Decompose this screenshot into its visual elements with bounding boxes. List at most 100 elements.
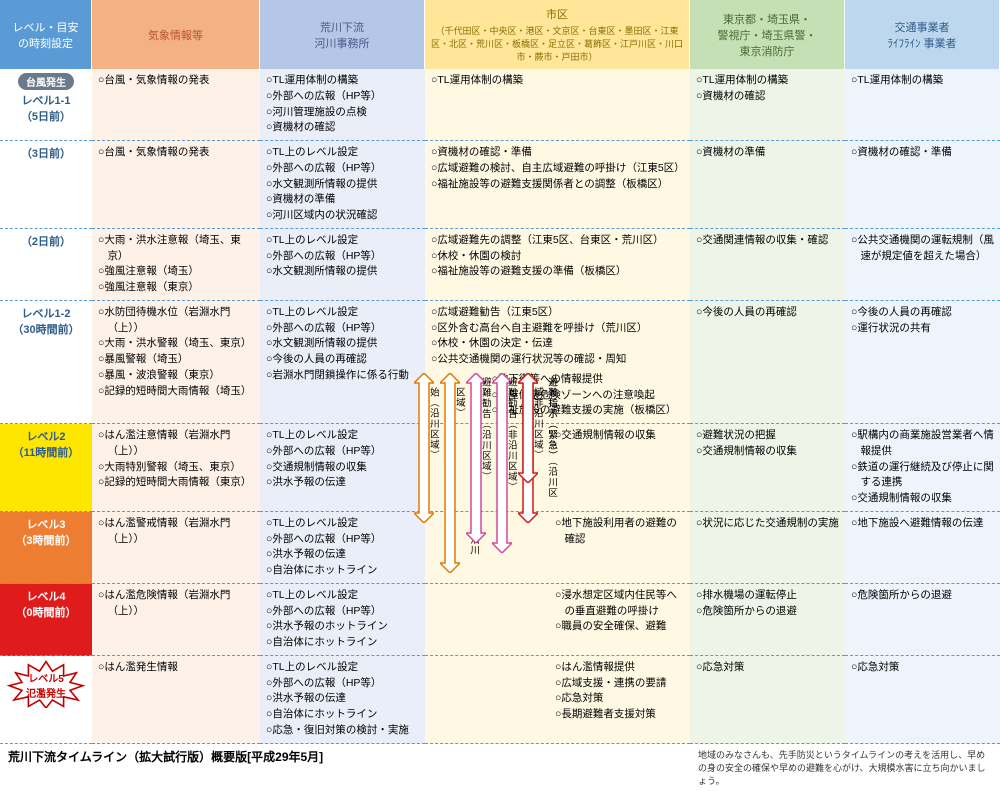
action-item: ○TL上のレベル設定 bbox=[266, 145, 419, 161]
timeline-table: レベル・目安 の時刻設定 気象情報等 荒川下流 河川事務所 市区 （千代田区・中… bbox=[0, 0, 1000, 69]
level-cell: （3日前） bbox=[0, 141, 92, 229]
action-item: ○台風・気象情報の発表 bbox=[98, 145, 254, 161]
action-item: ○資機材の準備 bbox=[266, 192, 419, 208]
action-item: ○地下施設へ避難情報の伝達 bbox=[851, 516, 994, 532]
table-row: レベル2（11時間前）○はん濫注意情報（岩淵水門（上））○大雨特別警報（埼玉、東… bbox=[0, 424, 1000, 512]
level-cell: レベル2（11時間前） bbox=[0, 424, 92, 512]
header-wards: 市区 （千代田区・中央区・港区・文京区・台東区・墨田区・江東区・北区・荒川区・板… bbox=[425, 0, 690, 69]
action-item: ○広域避難先の調整（江東5区、台東区・荒川区） bbox=[431, 233, 684, 249]
action-item: ○水文観測所情報の提供 bbox=[266, 177, 419, 193]
cell-c2: ○TL上のレベル設定○外部への広報（HP等）○水文観測所情報の提供 bbox=[260, 229, 425, 301]
action-item: ○TL運用体制の構築 bbox=[851, 73, 994, 89]
header-transport: 交通事業者 ﾗｲﾌﾗｲﾝ 事業者 bbox=[845, 0, 1000, 69]
action-item: ○排水機場の運転停止 bbox=[696, 588, 839, 604]
cell-c2: ○TL上のレベル設定○外部への広報（HP等）○洪水予報のホットライン○自治体にホ… bbox=[260, 584, 425, 656]
cell-c2: ○TL上のレベル設定○外部への広報（HP等）○洪水予報の伝達○自治体にホットライ… bbox=[260, 512, 425, 584]
action-item: ○資機材の確認 bbox=[696, 89, 839, 105]
action-item: ○はん濫注意情報（岩淵水門（上）） bbox=[98, 428, 254, 460]
cell-c4: ○今後の人員の再確認 bbox=[690, 301, 845, 424]
action-item: ○洪水予報の伝達 bbox=[266, 691, 419, 707]
action-item: ○水文観測所情報の提供 bbox=[266, 264, 419, 280]
action-item: ○強風注意報（東京） bbox=[98, 280, 254, 296]
action-item: ○はん濫情報提供 bbox=[555, 660, 684, 676]
action-item: ○休校・休園の検討 bbox=[431, 249, 684, 265]
header-weather: 気象情報等 bbox=[92, 0, 260, 69]
action-item: ○地下街等への情報提供 bbox=[501, 372, 684, 388]
action-item: ○洪水予報の伝達 bbox=[266, 475, 419, 491]
cell-c1: ○水防団待機水位（岩淵水門（上））○大雨・洪水警報（埼玉、東京）○暴風警報（埼玉… bbox=[92, 301, 260, 424]
cell-c2: ○TL上のレベル設定○外部への広報（HP等）○水文観測所情報の提供○今後の人員の… bbox=[260, 301, 425, 424]
action-item: ○浸水想定区域内住民等への垂直避難の呼掛け bbox=[555, 588, 684, 620]
header-river-office: 荒川下流 河川事務所 bbox=[260, 0, 425, 69]
action-item: ○暴風警報（埼玉） bbox=[98, 352, 254, 368]
action-item: ○はん濫危険情報（岩淵水門（上）） bbox=[98, 588, 254, 620]
action-item: ○公共交通機関の運転規制（風速が規定値を超えた場合） bbox=[851, 233, 994, 265]
doc-title: 荒川下流タイムライン（拡大試行版）概要版[平成29年5月] bbox=[0, 744, 425, 791]
action-item: ○長期避難者支援対策 bbox=[555, 707, 684, 723]
action-item: ○運行状況の共有 bbox=[851, 321, 994, 337]
level-cell: （2日前） bbox=[0, 229, 92, 301]
cell-c3: ○広域避難先の調整（江東5区、台東区・荒川区）○休校・休園の検討○福祉施設等の避… bbox=[425, 229, 690, 301]
cell-c3: ○浸水想定区域内住民等への垂直避難の呼掛け○職員の安全確保、避難 bbox=[425, 584, 690, 656]
action-item: ○TL上のレベル設定 bbox=[266, 588, 419, 604]
action-item: ○TL運用体制の構築 bbox=[696, 73, 839, 89]
action-item: ○資機材の確認 bbox=[266, 120, 419, 136]
cell-c5: ○TL運用体制の構築 bbox=[845, 69, 1000, 141]
action-item: ○公共交通機関の運行状況等の確認・周知 bbox=[431, 352, 684, 368]
header-text: レベル・目安 bbox=[13, 19, 79, 35]
action-item: ○応急対策 bbox=[851, 660, 994, 676]
cell-c1: ○はん濫注意情報（岩淵水門（上））○大雨特別警報（埼玉、東京）○記録的短時間大雨… bbox=[92, 424, 260, 512]
action-item: ○今後の人員の再確認 bbox=[851, 305, 994, 321]
level-cell: レベル1-2（30時間前） bbox=[0, 301, 92, 424]
action-item: ○外部への広報（HP等） bbox=[266, 321, 419, 337]
action-item: ○危険箇所からの退避 bbox=[696, 604, 839, 620]
action-item: ○資機材の準備 bbox=[696, 145, 839, 161]
cell-c4: ○状況に応じた交通規制の実施 bbox=[690, 512, 845, 584]
action-item: ○資機材の確認・準備 bbox=[851, 145, 994, 161]
cell-c4: ○避難状況の把握○交通規制情報の収集 bbox=[690, 424, 845, 512]
cell-c3: ○TL運用体制の構築 bbox=[425, 69, 690, 141]
action-item: ○外部への広報（HP等） bbox=[266, 676, 419, 692]
action-item: ○外部への広報（HP等） bbox=[266, 532, 419, 548]
action-item: ○TL上のレベル設定 bbox=[266, 233, 419, 249]
cell-c4: ○排水機場の運転停止○危険箇所からの退避 bbox=[690, 584, 845, 656]
action-item: ○資機材の確認・準備 bbox=[431, 145, 684, 161]
action-item: ○外部への広報（HP等） bbox=[266, 444, 419, 460]
cell-c3: ○はん濫情報提供○広域支援・連携の要請○応急対策○長期避難者支援対策 bbox=[425, 656, 690, 744]
cell-c2: ○TL運用体制の構築○外部への広報（HP等）○河川管理施設の点検○資機材の確認 bbox=[260, 69, 425, 141]
cell-c1: ○台風・気象情報の発表 bbox=[92, 141, 260, 229]
action-item: ○台風・気象情報の発表 bbox=[98, 73, 254, 89]
cell-c1: ○大雨・洪水注意報（埼玉、東京）○強風注意報（埼玉）○強風注意報（東京） bbox=[92, 229, 260, 301]
cell-c2: ○TL上のレベル設定○外部への広報（HP等）○水文観測所情報の提供○資機材の準備… bbox=[260, 141, 425, 229]
action-item: ○はん濫警戒情報（岩淵水門（上）） bbox=[98, 516, 254, 548]
action-item: ○広域避難の検討、自主広域避難の呼掛け（江東5区） bbox=[431, 161, 684, 177]
action-item: ○河川管理施設の点検 bbox=[266, 105, 419, 121]
cell-c5: ○公共交通機関の運転規制（風速が規定値を超えた場合） bbox=[845, 229, 1000, 301]
cell-c1: ○はん濫発生情報 bbox=[92, 656, 260, 744]
action-item: ○TL上のレベル設定 bbox=[266, 516, 419, 532]
action-item: ○交通規制情報の収集 bbox=[266, 460, 419, 476]
action-item: ○自治体にホットライン bbox=[266, 563, 419, 579]
table-row: （3日前） ○台風・気象情報の発表 ○TL上のレベル設定○外部への広報（HP等）○水… bbox=[0, 141, 1000, 229]
table-row: レベル3（3時間前）○はん濫警戒情報（岩淵水門（上））○TL上のレベル設定○外部… bbox=[0, 512, 1000, 584]
action-item: ○岩淵水門閉鎖操作に係る行動 bbox=[266, 368, 419, 384]
action-item: ○大雨・洪水注意報（埼玉、東京） bbox=[98, 233, 254, 265]
cell-c5: ○地下施設へ避難情報の伝達 bbox=[845, 512, 1000, 584]
cell-c4: ○TL運用体制の構築○資機材の確認 bbox=[690, 69, 845, 141]
cell-c3: ○地下施設利用者の避難の確認 bbox=[425, 512, 690, 584]
action-item: ○広域支援・連携の要請 bbox=[555, 676, 684, 692]
cell-c5: ○駅構内の商業施設営業者へ情報提供○鉄道の運行継続及び停止に関する連携○交通規制… bbox=[845, 424, 1000, 512]
level-cell: 台風発生レベル1-1（5日前） bbox=[0, 69, 92, 141]
action-item: ○TL上のレベル設定 bbox=[266, 305, 419, 321]
table-row: レベル5氾濫発生○はん濫発生情報○TL上のレベル設定○外部への広報（HP等）○洪… bbox=[0, 656, 1000, 744]
action-item: ○外部への広報（HP等） bbox=[266, 89, 419, 105]
cell-c4: ○応急対策 bbox=[690, 656, 845, 744]
action-item: ○広域避難勧告（江東5区） bbox=[431, 305, 684, 321]
action-item: ○交通規制情報の収集 bbox=[851, 491, 994, 507]
action-item: ○応急・復旧対策の検討・実施 bbox=[266, 723, 419, 739]
action-item: ○外部への広報（HP等） bbox=[266, 161, 419, 177]
flood-starburst: レベル5氾濫発生 bbox=[5, 660, 87, 711]
action-item: ○福祉施設の避難支援の実施（板橋区） bbox=[501, 403, 684, 419]
action-item: ○区外含む高台へ自主避難を呼掛け（荒川区） bbox=[431, 321, 684, 337]
cell-c5: ○応急対策 bbox=[845, 656, 1000, 744]
